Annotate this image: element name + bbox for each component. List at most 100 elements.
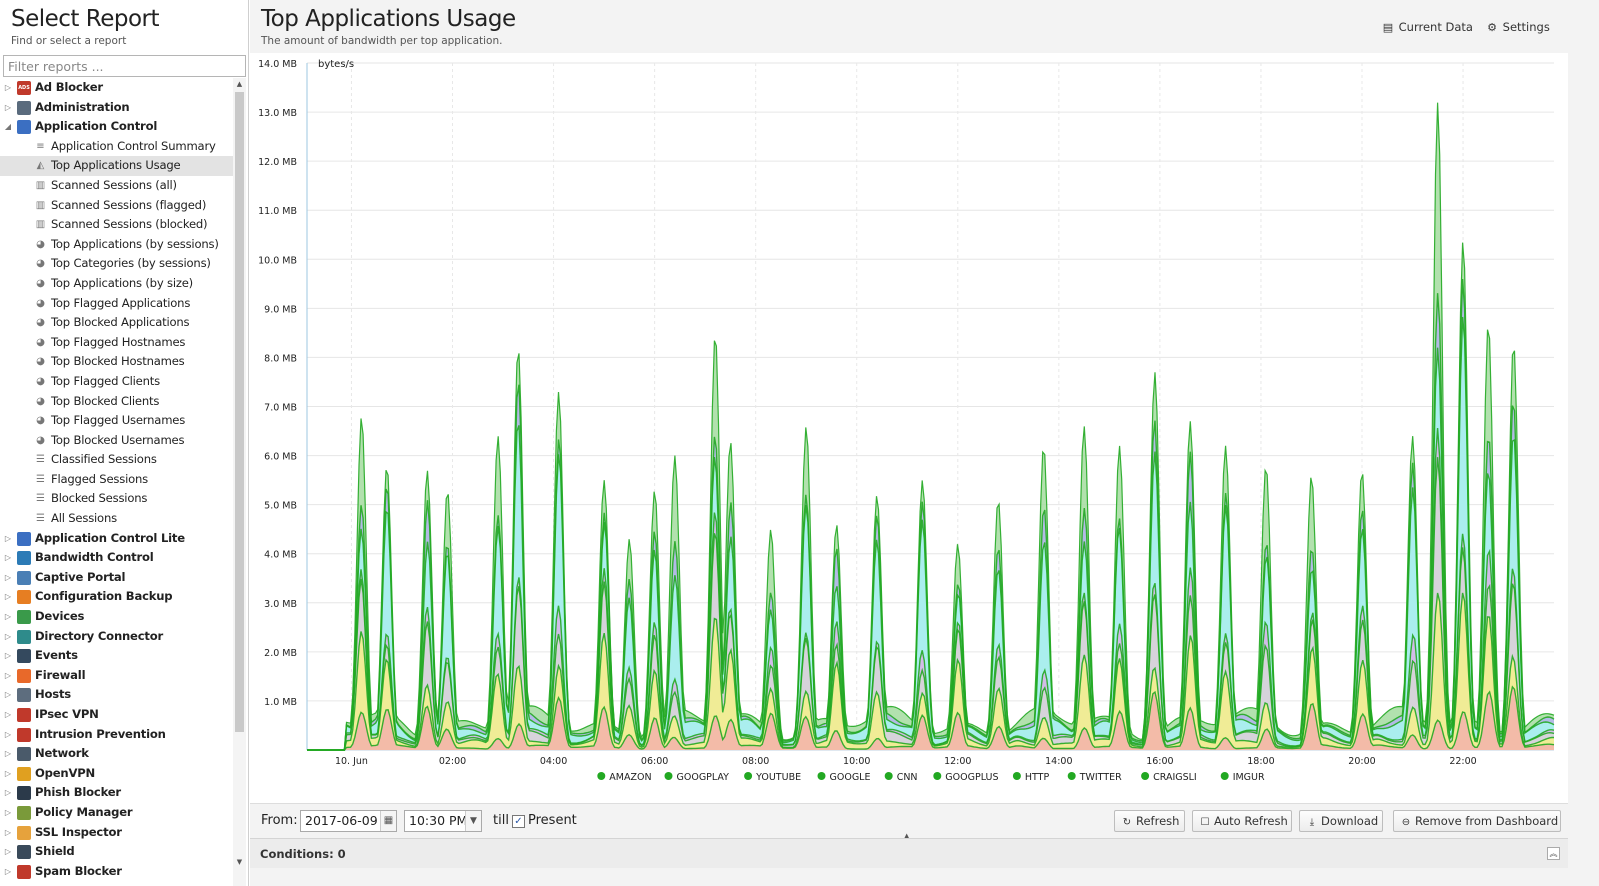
tree-node-bandwidth-control[interactable]: ▷ Bandwidth Control bbox=[0, 548, 233, 568]
report-item[interactable]: ◕ Top Flagged Hostnames bbox=[0, 333, 233, 353]
collapsed-arrow-icon[interactable]: ▷ bbox=[4, 866, 12, 876]
report-item[interactable]: ☰ Classified Sessions bbox=[0, 450, 233, 470]
report-item[interactable]: ≡ Application Control Summary bbox=[0, 137, 233, 157]
download-icon: ⤓ bbox=[1309, 817, 1315, 828]
tree-node-events[interactable]: ▷ Events bbox=[0, 646, 233, 666]
collapsed-arrow-icon[interactable]: ▷ bbox=[4, 102, 12, 112]
tree-node-captive-portal[interactable]: ▷ Captive Portal bbox=[0, 568, 233, 588]
report-item[interactable]: ▥ Scanned Sessions (all) bbox=[0, 176, 233, 196]
legend-marker bbox=[933, 772, 942, 780]
bar-chart-icon: ▥ bbox=[35, 219, 46, 231]
pie-chart-icon: ◕ bbox=[36, 336, 45, 348]
tree-node-policy-manager[interactable]: ▷ Policy Manager bbox=[0, 803, 233, 823]
report-item[interactable]: ◕ Top Flagged Clients bbox=[0, 372, 233, 392]
collapsed-arrow-icon[interactable]: ▷ bbox=[4, 788, 12, 798]
tree-node-ssl-inspector[interactable]: ▷ SSL Inspector bbox=[0, 823, 233, 843]
tree-node-hosts[interactable]: ▷ Hosts bbox=[0, 685, 233, 705]
tree-node-firewall[interactable]: ▷ Firewall bbox=[0, 666, 233, 686]
tree-node-devices[interactable]: ▷ Devices bbox=[0, 607, 233, 627]
collapsed-arrow-icon[interactable]: ▷ bbox=[4, 729, 12, 739]
report-item[interactable]: ◕ Top Applications (by size) bbox=[0, 274, 233, 294]
from-time-field[interactable]: 10:30 PM ▼ bbox=[404, 810, 482, 832]
collapsed-arrow-icon[interactable]: ▷ bbox=[4, 847, 12, 857]
series-line-google bbox=[307, 427, 1555, 751]
report-item-label: Top Blocked Hostnames bbox=[51, 354, 185, 369]
x-tick-label: 16:00 bbox=[1146, 756, 1173, 767]
expand-conditions-icon[interactable]: ︽ bbox=[1547, 847, 1560, 860]
legend-marker bbox=[1141, 772, 1150, 780]
remove-label: Remove from Dashboard bbox=[1415, 814, 1559, 828]
collapsed-arrow-icon[interactable]: ▷ bbox=[4, 572, 12, 582]
calendar-icon[interactable]: ▦ bbox=[380, 811, 396, 831]
collapsed-arrow-icon[interactable]: ▷ bbox=[4, 533, 12, 543]
collapsed-arrow-icon[interactable]: ▷ bbox=[4, 749, 12, 759]
collapsed-arrow-icon[interactable]: ▷ bbox=[4, 690, 12, 700]
tree-node-intrusion-prevention[interactable]: ▷ Intrusion Prevention bbox=[0, 725, 233, 745]
report-item[interactable]: ☰ All Sessions bbox=[0, 509, 233, 529]
collapsed-arrow-icon[interactable]: ▷ bbox=[4, 592, 12, 602]
tree-node-label: Application Control bbox=[35, 119, 158, 134]
application-control-icon bbox=[17, 120, 31, 135]
from-date-field[interactable]: 2017-06-09 ▦ bbox=[300, 810, 397, 832]
tree-node-phish-blocker[interactable]: ▷ Phish Blocker bbox=[0, 783, 233, 803]
tree-node-administration[interactable]: ▷ Administration bbox=[0, 98, 233, 118]
expanded-arrow-icon[interactable]: ◢ bbox=[4, 122, 12, 132]
report-item[interactable]: ▥ Scanned Sessions (blocked) bbox=[0, 215, 233, 235]
current-data-button[interactable]: ▤ Current Data bbox=[1381, 18, 1473, 36]
report-item[interactable]: ◕ Top Blocked Clients bbox=[0, 392, 233, 412]
scroll-up-arrow-icon[interactable]: ▲ bbox=[236, 80, 243, 88]
captive-portal-icon bbox=[17, 570, 31, 585]
report-item[interactable]: ◕ Top Flagged Applications bbox=[0, 294, 233, 314]
x-tick-label: 04:00 bbox=[540, 756, 567, 767]
report-item[interactable]: ◕ Top Flagged Usernames bbox=[0, 411, 233, 431]
remove-from-dashboard-button[interactable]: ⊖ Remove from Dashboard bbox=[1393, 810, 1561, 832]
collapsed-arrow-icon[interactable]: ▷ bbox=[4, 553, 12, 563]
download-button[interactable]: ⤓ Download bbox=[1299, 810, 1383, 832]
tree-node-spam-blocker[interactable]: ▷ Spam Blocker bbox=[0, 862, 233, 882]
splitter-arrow-icon[interactable]: ▲ bbox=[904, 832, 910, 840]
report-item[interactable]: ◕ Top Applications (by sessions) bbox=[0, 235, 233, 255]
filter-reports-input[interactable] bbox=[3, 55, 246, 77]
phish-blocker-icon bbox=[17, 786, 31, 801]
report-item[interactable]: ◭ Top Applications Usage bbox=[0, 156, 233, 176]
collapsed-arrow-icon[interactable]: ▷ bbox=[4, 670, 12, 680]
tree-node-label: Administration bbox=[35, 99, 130, 114]
tree-node-openvpn[interactable]: ▷ OpenVPN bbox=[0, 764, 233, 784]
report-item[interactable]: ◕ Top Blocked Hostnames bbox=[0, 352, 233, 372]
collapsed-arrow-icon[interactable]: ▷ bbox=[4, 827, 12, 837]
collapsed-arrow-icon[interactable]: ▷ bbox=[4, 807, 12, 817]
tree-node-directory-connector[interactable]: ▷ Directory Connector bbox=[0, 627, 233, 647]
collapsed-arrow-icon[interactable]: ▷ bbox=[4, 631, 12, 641]
report-tree-scrollbar[interactable]: ▲ ▼ bbox=[233, 78, 246, 886]
report-item[interactable]: ☰ Blocked Sessions bbox=[0, 489, 233, 509]
report-item[interactable]: ☰ Flagged Sessions bbox=[0, 470, 233, 490]
tree-node-application-control-lite[interactable]: ▷ Application Control Lite bbox=[0, 529, 233, 549]
present-checkbox[interactable]: ✓ bbox=[512, 815, 525, 828]
tree-node-shield[interactable]: ▷ Shield bbox=[0, 842, 233, 862]
report-item[interactable]: ◕ Top Categories (by sessions) bbox=[0, 254, 233, 274]
auto-refresh-button[interactable]: ☐ Auto Refresh bbox=[1192, 810, 1292, 832]
conditions-panel[interactable]: Conditions: 0 ︽ bbox=[250, 838, 1568, 868]
collapsed-arrow-icon[interactable]: ▷ bbox=[4, 612, 12, 622]
y-tick-label: 7.0 MB bbox=[264, 403, 297, 414]
report-item[interactable]: ▥ Scanned Sessions (flagged) bbox=[0, 196, 233, 216]
collapsed-arrow-icon[interactable]: ▷ bbox=[4, 651, 12, 661]
collapsed-arrow-icon[interactable]: ▷ bbox=[4, 768, 12, 778]
scrollbar-thumb[interactable] bbox=[235, 92, 244, 732]
settings-button[interactable]: ⚙ Settings bbox=[1485, 18, 1550, 36]
tree-node-configuration-backup[interactable]: ▷ Configuration Backup bbox=[0, 587, 233, 607]
tree-node-ad-blocker[interactable]: ▷ ADS Ad Blocker bbox=[0, 78, 233, 98]
tree-node-ipsec-vpn[interactable]: ▷ IPsec VPN bbox=[0, 705, 233, 725]
scroll-down-arrow-icon[interactable]: ▼ bbox=[236, 858, 243, 866]
x-tick-label: 20:00 bbox=[1348, 756, 1375, 767]
collapsed-arrow-icon[interactable]: ▷ bbox=[4, 83, 12, 92]
chevron-down-icon[interactable]: ▼ bbox=[465, 811, 481, 831]
collapsed-arrow-icon[interactable]: ▷ bbox=[4, 710, 12, 719]
report-subtitle: The amount of bandwidth per top applicat… bbox=[261, 35, 503, 47]
refresh-button[interactable]: ↻ Refresh bbox=[1114, 810, 1185, 832]
tree-node-application-control[interactable]: ◢ Application Control bbox=[0, 117, 233, 137]
tree-node-label: Application Control Lite bbox=[35, 530, 185, 545]
tree-node-network[interactable]: ▷ Network bbox=[0, 744, 233, 764]
report-item[interactable]: ◕ Top Blocked Usernames bbox=[0, 431, 233, 451]
report-item[interactable]: ◕ Top Blocked Applications bbox=[0, 313, 233, 333]
